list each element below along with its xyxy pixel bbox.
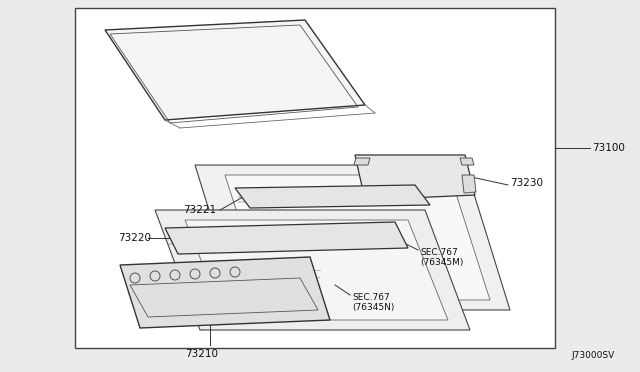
Text: 73230: 73230 — [510, 178, 543, 188]
Polygon shape — [155, 210, 470, 330]
Polygon shape — [225, 175, 490, 300]
Text: SEC.767
(76345N): SEC.767 (76345N) — [352, 293, 394, 312]
FancyBboxPatch shape — [75, 8, 555, 348]
Text: 73210: 73210 — [185, 349, 218, 359]
Polygon shape — [185, 220, 448, 320]
Polygon shape — [460, 158, 474, 165]
Polygon shape — [355, 155, 475, 200]
Polygon shape — [120, 257, 330, 328]
Text: J73000SV: J73000SV — [572, 351, 615, 360]
Text: 73220: 73220 — [118, 233, 151, 243]
Polygon shape — [354, 158, 370, 165]
Polygon shape — [105, 20, 365, 120]
Text: 73221: 73221 — [183, 205, 216, 215]
Text: 73100: 73100 — [592, 143, 625, 153]
Polygon shape — [462, 175, 476, 193]
Text: SEC.767
(76345M): SEC.767 (76345M) — [420, 248, 463, 267]
Polygon shape — [165, 222, 408, 254]
Polygon shape — [235, 185, 430, 208]
Polygon shape — [195, 165, 510, 310]
